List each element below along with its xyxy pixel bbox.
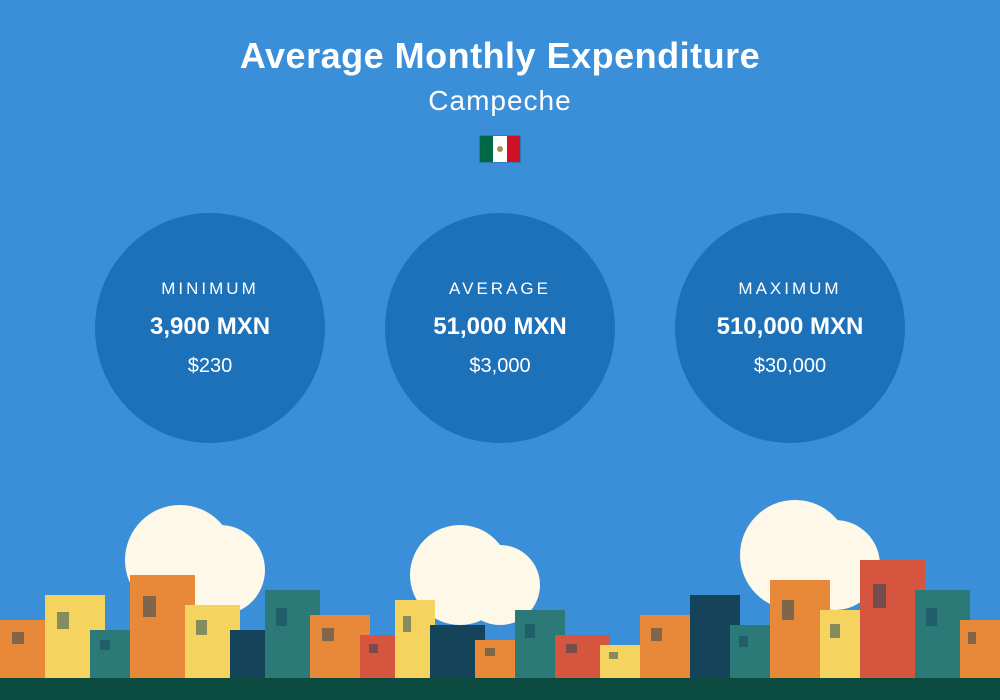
- stat-circle-maximum: MAXIMUM 510,000 MXN $30,000: [675, 213, 905, 443]
- stat-value-usd: $30,000: [754, 355, 826, 378]
- header-section: Average Monthly Expenditure Campeche: [0, 0, 1000, 163]
- stat-circle-minimum: MINIMUM 3,900 MXN $230: [95, 213, 325, 443]
- stat-label: MINIMUM: [161, 279, 258, 299]
- stat-value-usd: $230: [188, 355, 233, 378]
- flag-emblem-icon: [495, 144, 505, 154]
- stat-value-local: 51,000 MXN: [433, 313, 566, 341]
- skyline-illustration: [0, 500, 1000, 700]
- page-title: Average Monthly Expenditure: [0, 35, 1000, 77]
- stat-label: AVERAGE: [449, 279, 551, 299]
- location-subtitle: Campeche: [0, 85, 1000, 117]
- stat-label: MAXIMUM: [738, 279, 841, 299]
- flag-stripe-left: [480, 136, 493, 162]
- stat-circle-average: AVERAGE 51,000 MXN $3,000: [385, 213, 615, 443]
- stat-value-usd: $3,000: [469, 355, 530, 378]
- flag-stripe-center: [493, 136, 506, 162]
- stats-row: MINIMUM 3,900 MXN $230 AVERAGE 51,000 MX…: [0, 213, 1000, 443]
- country-flag-icon: [479, 135, 521, 163]
- stat-value-local: 510,000 MXN: [717, 313, 864, 341]
- stat-value-local: 3,900 MXN: [150, 313, 270, 341]
- flag-stripe-right: [507, 136, 520, 162]
